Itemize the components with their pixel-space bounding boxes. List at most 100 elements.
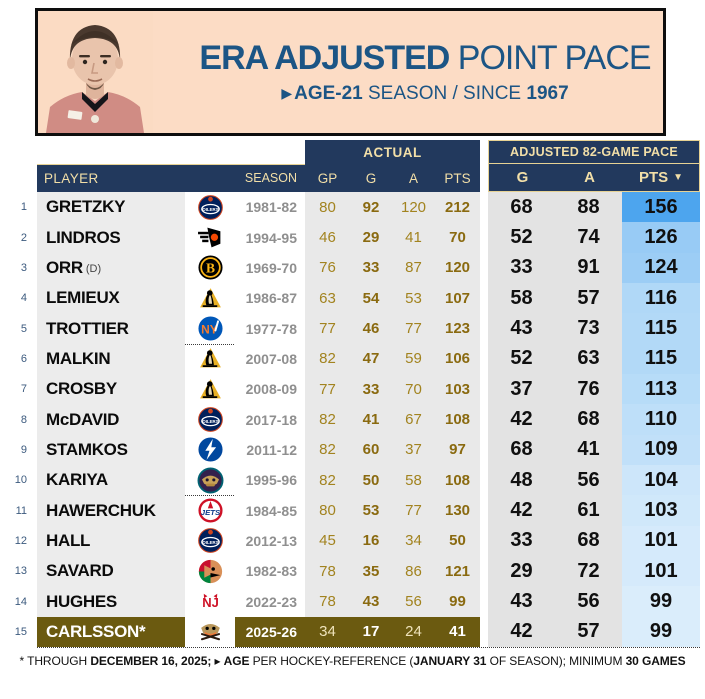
section-gap (480, 556, 488, 587)
penguins-logo-icon (185, 374, 235, 404)
col-header-player: PLAYER (44, 170, 99, 186)
adjusted-pts: 104 (622, 465, 700, 496)
player-name: McDAVID (46, 409, 120, 429)
adjusted-pts: 124 (622, 252, 700, 284)
section-gap (480, 465, 488, 496)
adjusted-pts: 99 (622, 586, 700, 617)
stat-gp: 78 (305, 556, 350, 587)
adjusted-g: 33 (488, 525, 555, 557)
flyers-logo-icon (185, 222, 235, 252)
player-name-cell: HALL (37, 525, 185, 557)
stat-pts: 103 (435, 374, 480, 405)
player-name: STAMKOS (46, 439, 128, 459)
section-gap (480, 586, 488, 617)
player-position-suffix: (D) (85, 263, 102, 276)
stat-a: 37 (392, 434, 435, 466)
rank: 15 (14, 625, 27, 638)
table-row: 2 LINDROS 1994-95 46 29 41 70 52 74 126 (0, 222, 700, 253)
stat-g: 43 (350, 586, 392, 617)
adjusted-g: 33 (488, 252, 555, 284)
stat-pts: 50 (435, 525, 480, 557)
player-name: TROTTIER (46, 318, 129, 338)
adjusted-a: 57 (555, 283, 622, 314)
table-row: 5 TROTTIER NY 1977-78 77 46 77 123 43 73… (0, 313, 700, 346)
table-row: 11 HAWERCHUK JETS 1984-85 80 53 77 130 4… (0, 495, 700, 526)
rank: 12 (14, 534, 27, 547)
stat-a: 120 (392, 192, 435, 223)
rank: 11 (15, 504, 27, 517)
penguins-logo-icon (185, 283, 235, 313)
adjusted-a: 73 (555, 313, 622, 344)
rank: 7 (20, 383, 27, 396)
footnote-part: JANUARY 31 (413, 654, 487, 668)
player-name: KARIYA (46, 470, 108, 490)
adjusted-a: 63 (555, 343, 622, 375)
table-row: 9 STAMKOS 2011-12 82 60 37 97 68 41 109 (0, 434, 700, 466)
table-row: 4 LEMIEUX 1986-87 63 54 53 107 58 57 116 (0, 283, 700, 314)
stat-pts: 97 (435, 434, 480, 466)
table-row: 1 GRETZKY OILERS 1981-82 80 92 120 212 6… (0, 192, 700, 223)
player-name: LINDROS (46, 227, 121, 247)
section-gap (480, 283, 488, 314)
subtitle-year: 1967 (526, 83, 569, 104)
player-name-cell: MALKIN (37, 343, 185, 375)
stat-a: 58 (392, 465, 435, 496)
stat-g: 53 (350, 495, 392, 526)
page-subtitle: ▶ AGE-21 SEASON / SINCE 1967 (281, 83, 568, 105)
devils-logo-icon: NJ (185, 586, 235, 616)
adjusted-pts: 113 (622, 374, 700, 405)
rank: 4 (20, 292, 27, 305)
season: 1995-96 (235, 465, 305, 496)
stat-a: 86 (392, 556, 435, 587)
stat-g: 47 (350, 343, 392, 375)
adjusted-a: 91 (555, 252, 622, 284)
stat-g: 29 (350, 222, 392, 253)
stat-a: 41 (392, 222, 435, 253)
player-name-cell: HUGHES (37, 586, 185, 617)
stat-a: 70 (392, 374, 435, 405)
adjusted-pts: 103 (622, 495, 700, 526)
table-rows: 1 GRETZKY OILERS 1981-82 80 92 120 212 6… (0, 192, 700, 649)
sort-desc-icon: ▼ (673, 172, 684, 183)
player-name-cell: ORR (D) (37, 252, 185, 284)
stat-g: 35 (350, 556, 392, 587)
stat-pts: 120 (435, 252, 480, 284)
stat-gp: 82 (305, 465, 350, 496)
title-strong: ERA ADJUSTED (199, 39, 450, 77)
footnote-part: ▸ (211, 654, 224, 668)
left-column-headers: PLAYER SEASON GP G A PTS (37, 164, 480, 192)
svg-text:OILERS: OILERS (202, 419, 218, 424)
stat-gp: 78 (305, 586, 350, 617)
player-name-cell: McDAVID (37, 404, 185, 435)
table-row: 7 CROSBY 2008-09 77 33 70 103 37 76 113 (0, 374, 700, 405)
col-header-adj-pts-sort[interactable]: PTS ▼ (623, 164, 699, 191)
table-row: 3 ORR (D) B 1969-70 76 33 87 120 33 91 12… (0, 252, 700, 284)
stat-gp: 77 (305, 374, 350, 405)
stat-g: 17 (350, 616, 392, 648)
season: 2011-12 (235, 434, 305, 466)
season: 1969-70 (235, 252, 305, 284)
table-row: 8 McDAVID OILERS 2017-18 82 41 67 108 42… (0, 404, 700, 435)
stat-gp: 82 (305, 343, 350, 375)
player-name-cell: GRETZKY (37, 192, 185, 223)
adjusted-pts: 126 (622, 222, 700, 253)
section-gap (480, 374, 488, 405)
stat-a: 59 (392, 343, 435, 375)
adjusted-g: 68 (488, 434, 555, 466)
stat-gp: 80 (305, 495, 350, 526)
season: 1986-87 (235, 283, 305, 314)
stat-g: 33 (350, 252, 392, 284)
stat-g: 46 (350, 313, 392, 344)
rank: 1 (20, 201, 27, 214)
section-gap (480, 525, 488, 557)
adjusted-a: 68 (555, 404, 622, 435)
adjusted-g: 43 (488, 313, 555, 344)
adjusted-pts: 109 (622, 434, 700, 466)
oilers-logo-icon: OILERS (185, 526, 235, 556)
footnote-part: PER HOCKEY-REFERENCE ( (249, 654, 414, 668)
svg-text:JETS: JETS (200, 508, 220, 517)
adjusted-a: 56 (555, 586, 622, 617)
season: 2025-26 (235, 616, 305, 648)
adjusted-a: 88 (555, 192, 622, 223)
rank: 6 (20, 352, 27, 365)
